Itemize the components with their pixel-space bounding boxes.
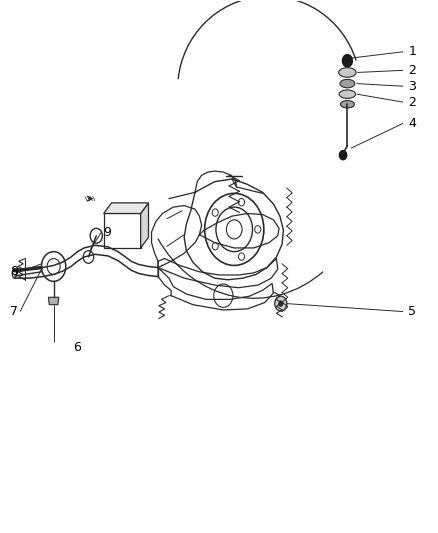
Text: 4: 4 (408, 117, 416, 130)
Text: 1: 1 (408, 45, 416, 58)
Ellipse shape (340, 101, 354, 108)
Circle shape (342, 54, 353, 68)
Circle shape (275, 296, 287, 311)
Polygon shape (104, 203, 148, 214)
Text: 3: 3 (408, 80, 416, 93)
Text: 9: 9 (104, 225, 112, 239)
Ellipse shape (339, 68, 356, 77)
Text: 2: 2 (408, 95, 416, 109)
Ellipse shape (340, 79, 355, 88)
Polygon shape (141, 203, 148, 248)
Text: 8: 8 (10, 265, 18, 278)
Polygon shape (48, 297, 59, 305)
Text: 7: 7 (10, 305, 18, 318)
Circle shape (339, 150, 347, 160)
Text: 5: 5 (408, 305, 417, 318)
Ellipse shape (339, 90, 356, 99)
Text: 6: 6 (74, 341, 81, 353)
Circle shape (278, 301, 283, 307)
Text: 2: 2 (408, 64, 416, 77)
